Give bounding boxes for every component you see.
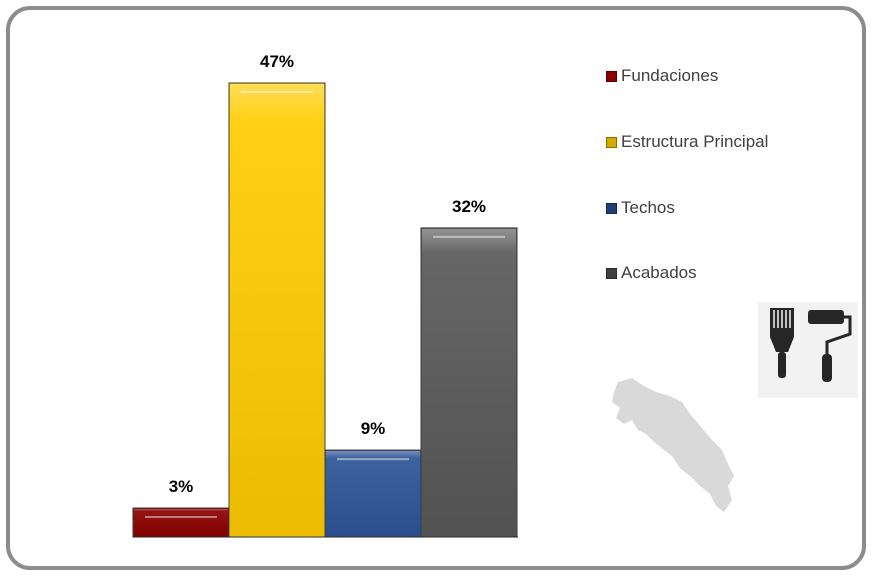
- legend-label-fundaciones: Fundaciones: [621, 66, 719, 85]
- data-label-fundaciones: 3%: [169, 477, 194, 496]
- legend-swatch-estructura-principal: [606, 136, 617, 148]
- legend-label-techos: Techos: [621, 198, 675, 217]
- data-label-techos: 9%: [361, 419, 386, 438]
- legend-swatch-techos: [606, 202, 617, 214]
- legend-swatch-acabados: [606, 267, 617, 279]
- legend-swatch-fundaciones: [606, 70, 617, 82]
- bar-shine-acabados: [422, 228, 516, 536]
- legend-item-techos: Techos: [606, 198, 675, 218]
- legend-item-fundaciones: Fundaciones: [606, 66, 718, 86]
- bar-shine-estructura-principal: [230, 84, 324, 536]
- data-label-acabados: 32%: [452, 197, 486, 216]
- legend-label-estructura-principal: Estructura Principal: [621, 132, 769, 151]
- legend-item-acabados: Acabados: [606, 263, 697, 283]
- costa-rica-map-icon: [612, 378, 734, 512]
- paintbrush-and-roller-icon: [758, 302, 858, 398]
- bars-layer: 3% 47% 9% 32%: [132, 52, 518, 538]
- bar-shine-techos: [326, 451, 420, 536]
- legend-item-estructura-principal: Estructura Principal: [606, 132, 768, 152]
- data-label-estructura-principal: 47%: [260, 52, 294, 71]
- bar-shine-fundaciones: [134, 509, 228, 536]
- legend-label-acabados: Acabados: [621, 263, 697, 282]
